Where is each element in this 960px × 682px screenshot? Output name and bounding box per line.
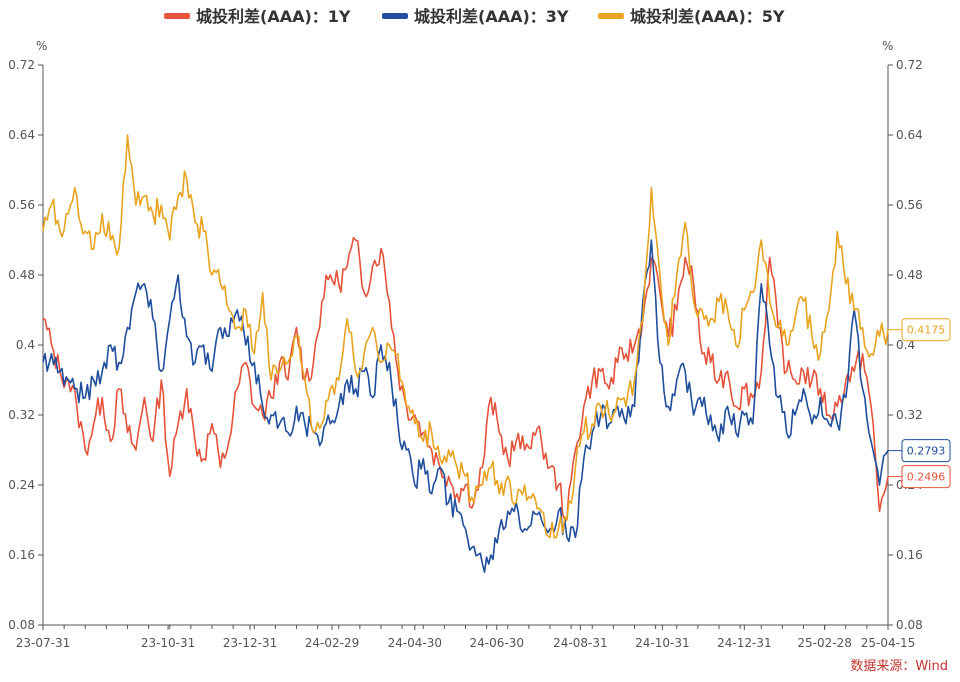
- source-note: 数据来源：Wind: [850, 659, 948, 674]
- y-tick-label-left: 0.24: [8, 478, 35, 492]
- y-tick-label-right: 0.64: [896, 128, 923, 142]
- x-tick-label: 24-10-31: [635, 636, 689, 650]
- end-label-box: [901, 318, 951, 342]
- right-axis-unit: %: [882, 39, 893, 53]
- series-line-5y: [42, 134, 889, 539]
- legend-swatch-5y: [598, 13, 624, 19]
- x-tick-label: 24-06-30: [470, 636, 524, 650]
- y-tick-label-left: 0.32: [8, 408, 35, 422]
- y-tick-label-left: 0.64: [8, 128, 35, 142]
- x-tick-label: 24-04-30: [388, 636, 442, 650]
- y-tick-label-left: 0.4: [16, 338, 35, 352]
- legend-item-5y[interactable]: 城投利差(AAA)：5Y: [598, 7, 785, 26]
- legend: 城投利差(AAA)：1Y 城投利差(AAA)：3Y 城投利差(AAA)：5Y: [164, 7, 785, 26]
- end-label-value: 0.2496: [907, 471, 946, 484]
- x-ticks: 23-07-31 23-10-31 23-12-31 24-02-29 24-04-30…: [16, 625, 915, 650]
- x-tick-label: 24-12-31: [717, 636, 771, 650]
- y-ticks: 0.080.080.160.160.240.240.320.320.40.40.…: [8, 58, 922, 632]
- x-tick-label: 23-07-31: [16, 636, 70, 650]
- legend-item-1y[interactable]: 城投利差(AAA)：1Y: [164, 7, 351, 26]
- x-tick-label: 23-12-31: [223, 636, 277, 650]
- end-label-box: [901, 439, 951, 463]
- series-line-3y: [42, 239, 889, 573]
- x-tick-label: 23-10-31: [141, 636, 195, 650]
- y-tick-label-right: 0.32: [896, 408, 923, 422]
- end-label-3y: 0.2793: [888, 439, 951, 463]
- y-tick-label-right: 0.48: [896, 268, 923, 282]
- left-axis-unit: %: [36, 39, 47, 53]
- series-lines: [42, 134, 889, 573]
- end-labels: 0.2496 0.2793 0.4175: [888, 318, 951, 489]
- y-tick-label-left: 0.56: [8, 198, 35, 212]
- series-line-1y: [42, 236, 889, 521]
- y-tick-label-left: 0.72: [8, 58, 35, 72]
- y-tick-label-right: 0.08: [896, 618, 923, 632]
- x-tick-label: 25-02-28: [797, 636, 851, 650]
- end-label-value: 0.4175: [907, 324, 946, 337]
- y-tick-label-right: 0.72: [896, 58, 923, 72]
- x-tick-label: 24-08-31: [553, 636, 607, 650]
- x-tick-label: 24-02-29: [305, 636, 359, 650]
- legend-swatch-3y: [382, 13, 408, 19]
- legend-item-3y[interactable]: 城投利差(AAA)：3Y: [382, 7, 569, 26]
- legend-swatch-1y: [164, 13, 190, 19]
- y-tick-label-left: 0.08: [8, 618, 35, 632]
- end-label-value: 0.2793: [907, 445, 946, 458]
- legend-label-5y: 城投利差(AAA)：5Y: [630, 7, 785, 26]
- y-tick-label-left: 0.16: [8, 548, 35, 562]
- end-label-5y: 0.4175: [888, 318, 951, 342]
- end-label-1y: 0.2496: [888, 465, 951, 489]
- x-tick-label: 25-04-15: [861, 636, 915, 650]
- y-tick-label-right: 0.4: [896, 338, 915, 352]
- legend-label-3y: 城投利差(AAA)：3Y: [414, 7, 569, 26]
- y-tick-label-right: 0.56: [896, 198, 923, 212]
- legend-label-1y: 城投利差(AAA)：1Y: [196, 7, 351, 26]
- y-tick-label-right: 0.16: [896, 548, 923, 562]
- end-label-box: [901, 465, 951, 489]
- y-tick-label-left: 0.48: [8, 268, 35, 282]
